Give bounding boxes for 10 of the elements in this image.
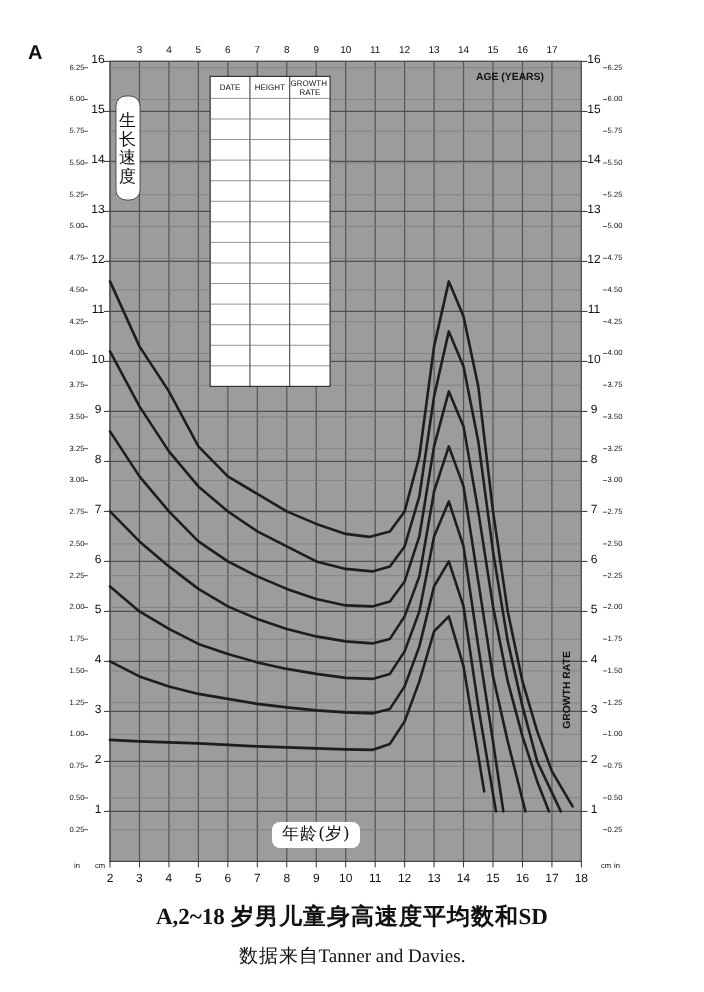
text: A <box>28 43 43 65</box>
text: A,2~18 岁男儿童身高速度平均数和SD <box>156 902 548 930</box>
line-series <box>108 615 486 793</box>
line-series <box>108 560 498 813</box>
line-series <box>108 445 527 813</box>
ylabel: 生长速度 <box>115 95 141 201</box>
x-axis-title: 年龄(岁) <box>282 823 350 845</box>
y-axis-title: 生长速度 <box>119 109 137 188</box>
text: 数据来自Tanner and Davies. <box>238 944 466 968</box>
line-series <box>108 500 505 813</box>
